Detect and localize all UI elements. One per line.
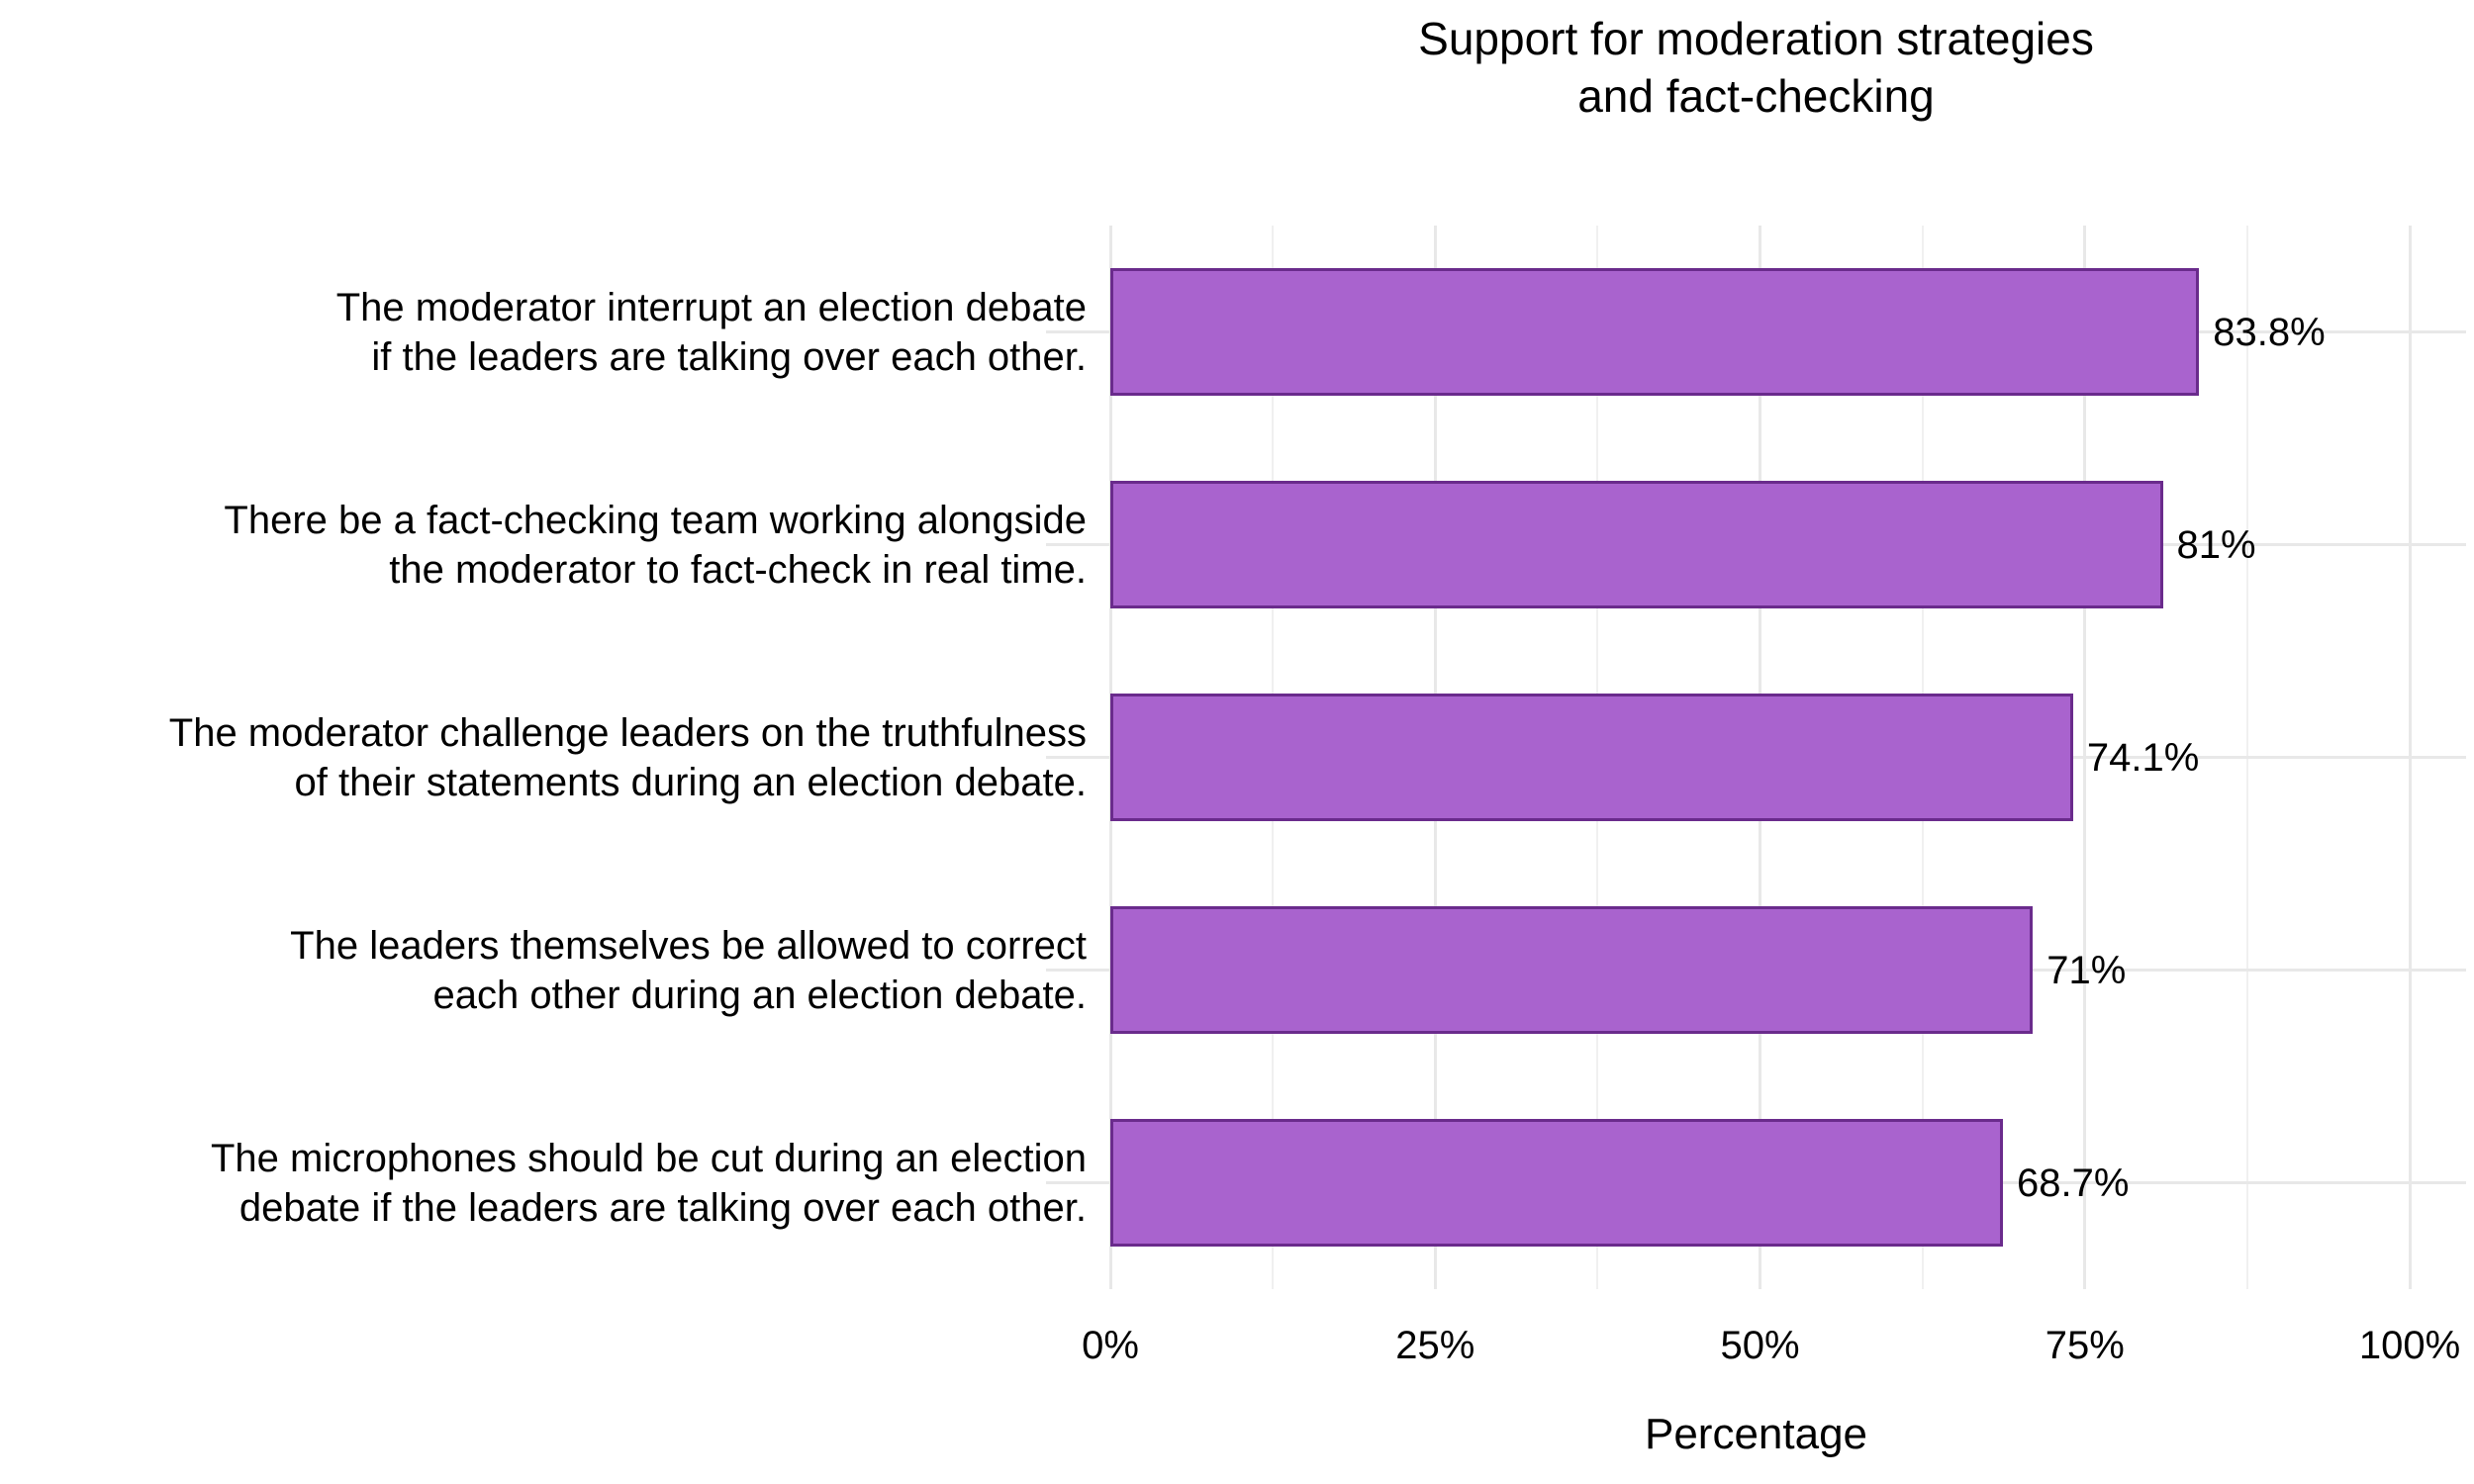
category-label-line: The leaders themselves be allowed to cor…: [290, 923, 1087, 968]
x-tick-label: 100%: [2358, 1324, 2461, 1367]
bar: [1110, 1119, 2004, 1247]
category-label: The leaders themselves be allowed to cor…: [0, 921, 1087, 1020]
x-axis-title: Percentage: [1644, 1410, 1868, 1458]
chart-title: Support for moderation strategies and fa…: [1046, 10, 2466, 125]
category-label-line: if the leaders are talking over each oth…: [371, 334, 1087, 379]
category-label-line: debate if the leaders are talking over e…: [238, 1185, 1087, 1230]
bar-value-label: 81%: [2176, 522, 2256, 567]
chart-title-line-2: and fact-checking: [1577, 70, 1935, 122]
category-label-line: the moderator to fact-check in real time…: [389, 547, 1087, 592]
bar: [1110, 481, 2163, 608]
bar: [1110, 906, 2034, 1034]
bar-value-label: 83.8%: [2213, 310, 2326, 354]
x-tick-label: 0%: [1082, 1324, 1139, 1367]
category-label-line: The moderator interrupt an election deba…: [335, 285, 1087, 329]
category-label: The microphones should be cut during an …: [0, 1134, 1087, 1233]
category-label: The moderator challenge leaders on the t…: [0, 708, 1087, 807]
x-tick-label: 25%: [1395, 1324, 1475, 1367]
category-label: The moderator interrupt an election deba…: [0, 283, 1087, 382]
category-label-line: each other during an election debate.: [432, 973, 1088, 1017]
category-label: There be a fact-checking team working al…: [0, 496, 1087, 595]
chart-title-line-1: Support for moderation strategies: [1418, 13, 2094, 64]
bar-value-label: 74.1%: [2086, 735, 2200, 780]
bar-value-label: 68.7%: [2017, 1160, 2130, 1205]
x-tick-label: 50%: [1720, 1324, 1800, 1367]
x-tick-label: 75%: [2045, 1324, 2125, 1367]
category-label-line: The moderator challenge leaders on the t…: [168, 710, 1087, 755]
category-label-line: There be a fact-checking team working al…: [224, 498, 1087, 542]
category-label-line: The microphones should be cut during an …: [211, 1136, 1087, 1180]
bar-value-label: 71%: [2046, 948, 2127, 992]
bar: [1110, 694, 2073, 821]
bar: [1110, 268, 2200, 396]
category-label-line: of their statements during an election d…: [294, 760, 1087, 804]
